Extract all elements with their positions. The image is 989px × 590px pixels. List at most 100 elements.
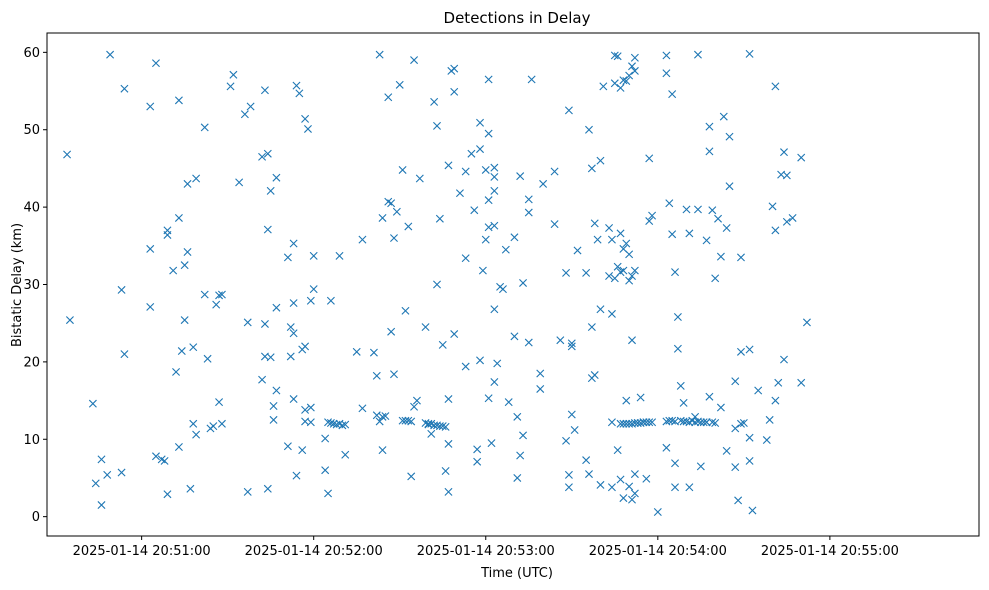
data-point: [484, 75, 493, 84]
data-point: [587, 164, 596, 173]
data-point: [146, 302, 155, 311]
data-point: [407, 472, 416, 481]
data-point: [607, 235, 616, 244]
data-point: [524, 208, 533, 217]
data-point: [780, 355, 788, 364]
data-point: [146, 244, 155, 253]
data-point: [215, 398, 224, 407]
data-point: [630, 470, 639, 479]
data-point: [731, 463, 740, 472]
data-point: [725, 182, 734, 191]
data-point: [613, 262, 622, 271]
data-point: [476, 145, 485, 154]
data-point: [734, 496, 743, 505]
data-point: [711, 274, 720, 283]
data-point: [404, 416, 413, 425]
data-point: [630, 489, 639, 498]
y-tick-label: 0: [32, 510, 40, 525]
data-point: [441, 422, 450, 431]
data-point: [516, 172, 525, 181]
data-point: [461, 362, 470, 371]
data-point: [590, 371, 599, 380]
data-point: [381, 412, 390, 421]
data-point: [387, 199, 396, 208]
data-point: [283, 253, 292, 262]
data-point: [585, 125, 593, 134]
data-point: [326, 419, 335, 428]
data-point: [619, 494, 628, 503]
data-point: [183, 179, 192, 188]
data-point: [163, 490, 172, 499]
data-point: [398, 416, 407, 425]
data-point: [676, 381, 685, 390]
data-point: [622, 419, 631, 428]
data-point: [260, 319, 269, 328]
data-point: [372, 371, 381, 380]
data-point: [636, 393, 645, 402]
data-point: [412, 396, 421, 405]
data-point: [731, 424, 740, 433]
data-point: [564, 470, 573, 479]
data-point: [671, 459, 680, 468]
data-point: [151, 59, 160, 68]
data-point: [705, 147, 714, 156]
data-point: [685, 483, 694, 492]
y-tick-label: 20: [23, 355, 40, 370]
chart-title: Detections in Delay: [444, 9, 591, 27]
x-axis: 2025-01-14 20:51:00 2025-01-14 20:52:00 20…: [73, 536, 899, 559]
data-point: [673, 344, 682, 353]
data-point: [358, 404, 367, 413]
data-point: [716, 403, 725, 412]
data-point: [642, 418, 651, 427]
data-point: [616, 419, 625, 428]
data-point: [286, 323, 295, 332]
data-point: [573, 246, 582, 255]
data-point: [375, 50, 384, 59]
data-point: [705, 122, 714, 131]
data-point: [444, 161, 453, 170]
data-point: [226, 82, 235, 91]
data-point: [415, 174, 424, 183]
data-point: [235, 178, 244, 187]
data-point: [645, 217, 654, 226]
data-point: [628, 495, 636, 504]
data-point: [562, 268, 571, 277]
data-point: [444, 487, 453, 496]
data-point: [702, 236, 711, 245]
data-point: [384, 93, 393, 102]
data-point: [671, 268, 680, 277]
data-point: [438, 340, 447, 349]
data-point: [745, 456, 754, 465]
data-point: [639, 418, 648, 427]
data-point: [484, 196, 493, 205]
data-point: [120, 84, 129, 93]
plot-frame: [46, 32, 980, 537]
data-point: [616, 83, 625, 92]
data-point: [433, 121, 441, 130]
data-point: [378, 213, 387, 222]
data-point: [722, 224, 731, 232]
data-point: [292, 471, 301, 480]
data-point: [714, 214, 723, 223]
data-point: [622, 396, 631, 405]
data-point: [444, 439, 453, 448]
data-point: [745, 345, 754, 354]
data-point: [593, 235, 602, 244]
data-point: [407, 417, 416, 426]
y-axis-label: Bistatic Delay (km): [10, 223, 25, 347]
data-point: [731, 377, 740, 386]
data-point: [607, 309, 616, 318]
data-point: [524, 195, 533, 204]
data-point: [289, 395, 298, 404]
data-point: [263, 149, 272, 158]
data-point: [217, 419, 226, 428]
data-point: [596, 305, 605, 314]
data-point: [585, 470, 593, 479]
data-point: [289, 299, 298, 308]
data-point: [117, 285, 126, 294]
data-point: [607, 483, 616, 492]
data-point: [625, 482, 634, 491]
data-point: [519, 278, 528, 287]
data-point: [745, 433, 754, 442]
data-point: [539, 179, 548, 188]
